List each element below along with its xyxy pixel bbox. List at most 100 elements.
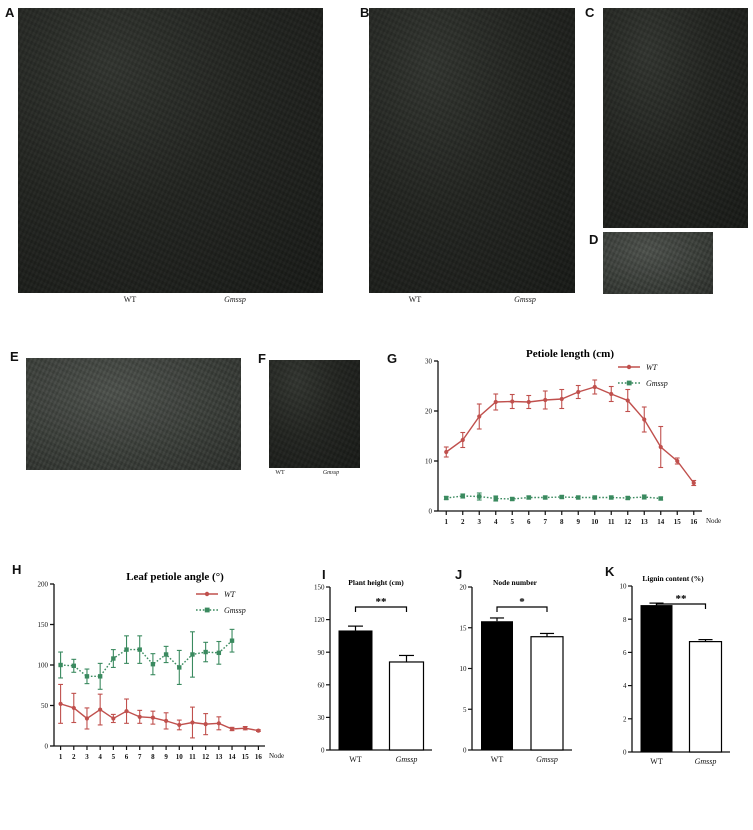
data-point [444,495,449,501]
y-tick-label: 20 [460,584,468,592]
chart-i-svg: 0 30 60 90 120 150 WT Gmssp ** [314,584,432,764]
bar-category-label: Gmssp [396,755,418,764]
data-point [243,726,248,731]
x-tick-label: 7 [138,753,142,761]
panel-k-chart: 0 2 4 6 8 10 WT Gmssp ** [600,562,750,780]
y-tick-label: 4 [623,682,627,690]
y-tick-label: 0 [463,747,467,755]
y-tick-label: 50 [41,702,49,710]
x-tick-label: 5 [112,753,116,761]
panel-i-chart: 0 30 60 90 120 150 WT Gmssp ** [300,565,450,780]
data-point [691,480,696,486]
data-point [543,397,548,403]
x-tick-label: 12 [202,753,210,761]
panel-letter-k: K [605,564,615,579]
series-line [445,386,695,484]
chart-j-svg: 0 5 10 15 20 WT Gmssp * [460,584,572,764]
data-point [216,721,221,726]
x-tick-label: 5 [511,518,515,526]
panel-letter-c: C [585,5,595,20]
data-point [190,652,195,657]
y-tick-label: 10 [620,583,628,591]
x-tick-label: 14 [657,518,665,526]
panel-letter-h: H [12,562,22,577]
x-tick-label: 15 [674,518,682,526]
panel-letter-d: D [589,232,599,247]
data-point [111,716,116,721]
data-point [609,495,614,500]
significance-bracket [655,603,707,609]
x-axis-label: Node [706,517,721,525]
data-point [84,674,90,679]
x-tick-label: 11 [189,753,196,761]
x-tick-label: 16 [690,518,698,526]
data-point [675,458,680,464]
y-tick-label: 0 [429,508,433,516]
data-point [460,493,465,499]
panel-a-photo [18,8,323,293]
bar [688,641,723,753]
data-point [510,496,515,502]
x-tick-label: 4 [494,518,498,526]
data-point [84,716,90,721]
data-point [150,715,156,720]
data-point [98,707,103,712]
legend-label: WT [646,363,658,372]
panel-a-caption-mutant: Gmssp [224,295,246,304]
y-tick-label: 30 [425,358,433,366]
panel-f-caption-mutant: Gmssp [322,470,340,476]
data-point [510,399,515,404]
x-tick-label: 10 [176,753,184,761]
y-tick-label: 150 [314,584,325,592]
data-point [203,722,208,727]
bar-category-label: Gmssp [695,757,717,766]
data-point [97,674,103,679]
photo-background [603,232,713,294]
data-point [460,437,465,443]
legend-label: WT [224,590,236,599]
data-point [124,709,129,714]
panel-j-chart: 0 5 10 15 20 WT Gmssp * [440,565,595,780]
data-point [493,496,498,501]
data-point [625,495,630,501]
data-point [216,650,222,656]
data-point [203,649,208,655]
photo-background [26,358,241,470]
data-point [576,495,581,500]
series-line [60,640,233,678]
data-point [229,726,235,732]
panel-letter-a: A [5,5,15,20]
panel-f-photo [269,360,360,468]
significance-bracket [496,606,548,612]
panel-letter-g: G [387,351,398,366]
data-point [150,661,156,667]
legend-label: Gmssp [646,379,668,388]
y-tick-label: 20 [425,408,433,416]
x-tick-label: 8 [151,753,155,761]
legend-label: Gmssp [224,606,246,615]
legend-marker [626,380,632,386]
data-point [526,399,531,405]
data-point [137,647,142,652]
y-tick-label: 60 [318,681,326,689]
y-tick-label: 0 [623,749,627,757]
bar [388,661,425,751]
data-point [256,728,261,733]
data-point [229,638,235,643]
x-tick-label: 10 [591,518,599,526]
data-point [163,718,169,723]
x-tick-label: 2 [461,518,465,526]
panel-b-caption-wt: WT [408,295,422,304]
data-point [609,391,614,397]
data-point [190,720,195,725]
panel-b-caption-mutant: Gmssp [514,295,536,304]
y-tick-label: 10 [460,665,468,673]
data-point [576,389,581,395]
data-point [58,662,63,668]
x-tick-label: 9 [577,518,581,526]
legend-marker [204,607,210,613]
x-tick-label: 9 [164,753,168,761]
panel-letter-e: E [10,349,19,364]
data-point [658,496,663,501]
